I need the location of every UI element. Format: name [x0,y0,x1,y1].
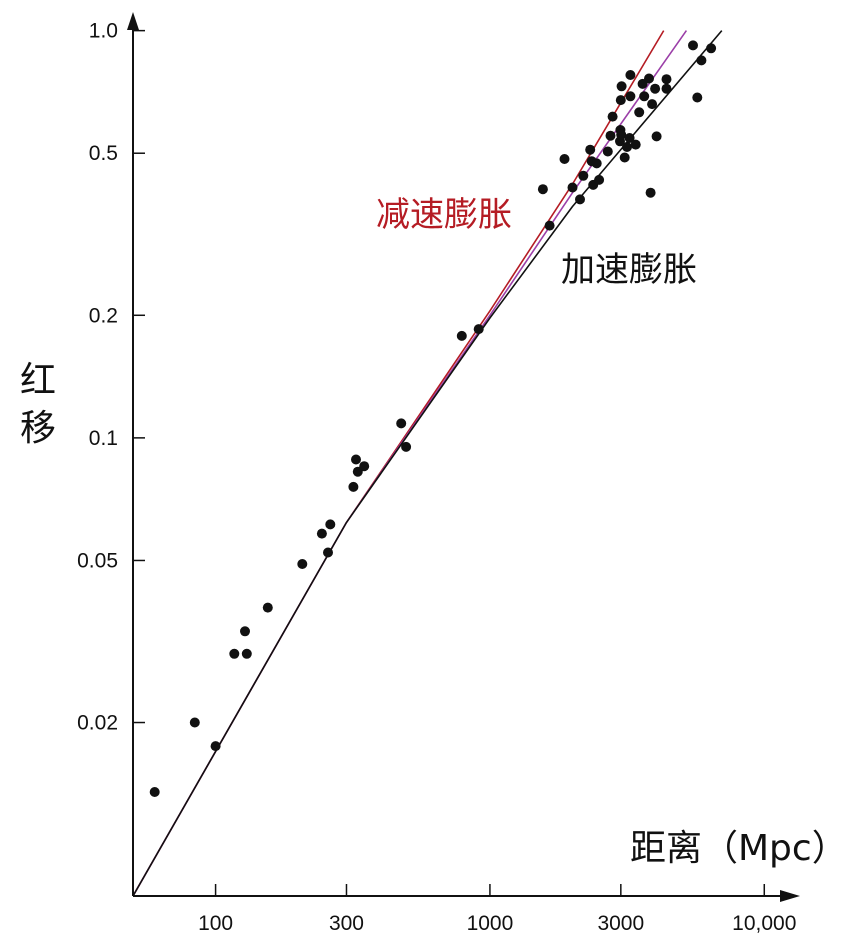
data-point-1 [189,717,200,728]
data-point-18 [473,324,484,335]
y-tick-label-4: 0.5 [89,142,118,165]
data-point-32 [607,111,618,122]
data-point-43 [630,139,641,150]
x-tick-label-1: 300 [329,912,364,935]
data-point-51 [651,131,662,142]
data-point-3 [229,648,240,659]
data-point-55 [692,92,703,103]
data-point-47 [644,73,654,84]
y-tick-label-0: 0.02 [77,712,118,735]
data-point-19 [537,184,548,195]
data-point-17 [456,330,467,341]
data-point-25 [585,144,596,155]
data-point-6 [262,602,273,613]
y-axis-arrow [127,12,139,30]
x-axis-title: 距离（Mpc） [630,828,848,869]
data-point-16 [401,441,412,452]
data-point-0 [149,787,160,797]
y-tick-label-1: 0.05 [77,549,118,572]
data-point-52 [661,74,672,85]
data-point-30 [602,146,613,157]
y-tick-label-5: 1.0 [89,20,118,43]
axes [127,12,800,902]
data-point-29 [594,174,605,185]
data-point-38 [619,152,630,163]
data-points [149,40,717,797]
data-point-15 [396,418,407,429]
data-point-54 [688,40,698,51]
data-point-41 [625,91,636,102]
model-curves [132,30,723,897]
x-tick-label-4: 10,000 [732,912,796,935]
data-point-12 [351,454,361,465]
data-point-36 [616,129,627,140]
annotation-accelerating-expansion: 加速膨胀 [561,250,697,290]
data-point-2 [210,741,221,752]
data-point-14 [359,461,370,472]
data-point-56 [696,55,707,66]
data-point-42 [625,70,636,80]
data-point-35 [615,95,626,106]
data-point-39 [622,142,632,152]
x-axis-arrow [780,890,800,902]
data-point-28 [591,158,602,169]
y-axis-title-line2: 移 [20,408,56,449]
data-point-7 [297,559,308,569]
y-axis-title-line1: 红 [20,360,56,401]
annotation-decelerating-expansion: 减速膨胀 [376,195,512,235]
data-point-31 [605,130,616,141]
y-tick-label-2: 0.1 [89,427,118,450]
data-point-57 [706,43,717,54]
data-point-50 [650,83,661,94]
data-point-4 [240,626,250,637]
data-point-5 [241,648,252,659]
data-point-53 [661,83,672,94]
model-curve-1 [132,30,688,897]
data-point-48 [647,99,658,110]
model-curve-2 [132,30,723,897]
x-axis-ticks: 100 300 1000 3000 10,000 [198,884,796,935]
data-point-23 [575,194,585,205]
y-axis-ticks: 0.02 0.05 0.1 0.2 0.5 1.0 [77,20,145,735]
data-point-37 [616,81,627,92]
data-point-9 [323,547,333,558]
data-point-10 [325,519,336,530]
x-tick-label-0: 100 [198,912,233,935]
data-point-44 [634,107,645,118]
data-point-24 [578,170,589,181]
data-point-20 [544,220,555,231]
data-point-8 [316,528,327,539]
data-point-46 [639,91,650,102]
x-tick-label-2: 1000 [467,912,514,935]
y-tick-label-3: 0.2 [89,304,118,327]
model-curve-0 [132,30,665,897]
data-point-49 [645,187,656,198]
data-point-22 [567,182,578,193]
data-point-40 [624,133,635,143]
x-tick-label-3: 3000 [597,912,644,935]
data-point-21 [559,154,570,164]
data-point-11 [348,481,359,492]
